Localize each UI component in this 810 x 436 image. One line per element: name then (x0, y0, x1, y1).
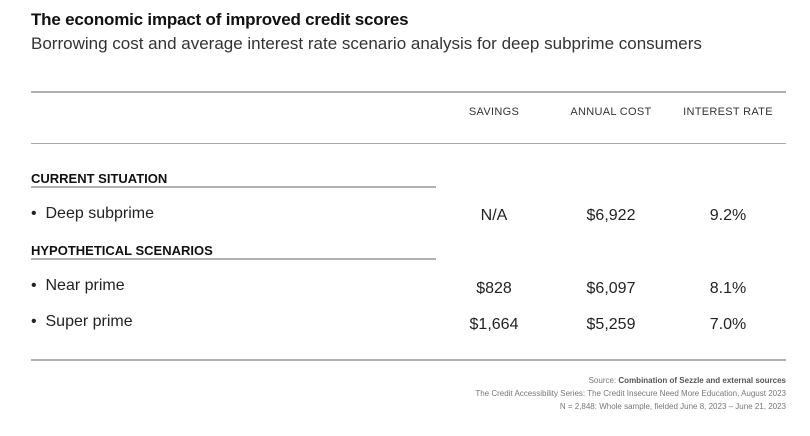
section-underline (31, 186, 436, 188)
cell-savings: N/A (480, 207, 508, 224)
top-divider (31, 91, 786, 93)
row-label-near-prime: • Near prime (31, 277, 125, 294)
chart-subtitle: Borrowing cost and average interest rate… (31, 34, 702, 53)
row-label-super-prime: • Super prime (31, 313, 133, 330)
header-savings: SAVINGS (468, 106, 520, 118)
cell-savings: $1,664 (469, 316, 519, 333)
footer-series: The Credit Accessibility Series: The Cre… (475, 389, 786, 398)
cell-annual-cost: $6,922 (586, 207, 636, 224)
header-interest-rate: INTEREST RATE (683, 106, 773, 118)
cell-annual-cost: $6,097 (586, 280, 636, 297)
section-heading-hypothetical: HYPOTHETICAL SCENARIOS (31, 243, 213, 258)
cell-interest-rate: 8.1% (709, 280, 747, 297)
section-heading-current: CURRENT SITUATION (31, 171, 168, 186)
cell-annual-cost: $5,259 (586, 316, 636, 333)
bottom-divider (31, 359, 786, 361)
footer-source: Source: Combination of Sezzle and extern… (588, 376, 786, 385)
section-underline (31, 258, 436, 260)
cell-interest-rate: 9.2% (709, 207, 747, 224)
cell-savings: $828 (476, 280, 512, 297)
header-divider (31, 143, 786, 144)
footer-sample: N = 2,848: Whole sample, fielded June 8,… (559, 402, 786, 411)
row-label-deep-subprime: • Deep subprime (31, 205, 154, 222)
chart-title: The economic impact of improved credit s… (31, 10, 409, 29)
header-annual-cost: ANNUAL COST (570, 106, 652, 118)
cell-interest-rate: 7.0% (709, 316, 747, 333)
